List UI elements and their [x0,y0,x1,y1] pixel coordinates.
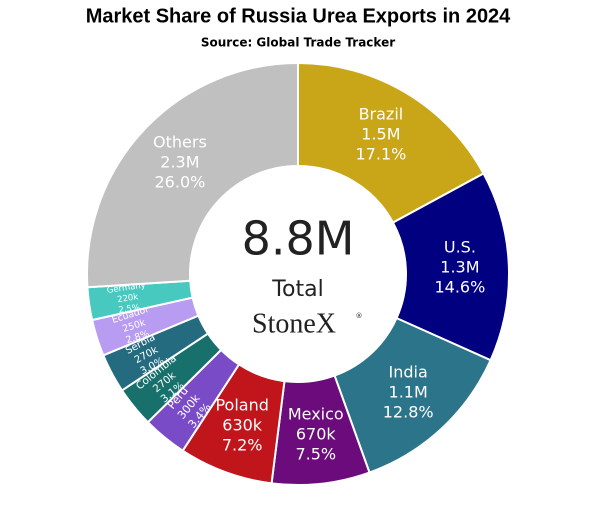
volume-label: 1.3M [440,257,479,276]
volume-label: 1.5M [361,124,400,143]
category-label: Mexico [288,405,344,424]
category-label: Brazil [359,104,404,123]
category-label: Others [153,133,207,152]
value-label: 2.5% [118,303,141,316]
center-value: 8.8M [242,212,355,266]
volume-label: 2.3M [160,153,199,172]
value-label: 7.2% [222,436,263,455]
value-label: 14.6% [434,277,485,296]
category-label: Poland [215,396,268,415]
volume-label: 630k [222,416,263,435]
value-label: 17.1% [355,144,406,163]
value-label: 26.0% [154,173,205,192]
slice [297,61,485,224]
category-label: U.S. [444,237,476,256]
volume-label: 670k [296,425,337,444]
category-label: India [389,362,428,381]
brand: StoneX [252,308,336,339]
center-label: Total [271,277,323,302]
brand-mark: ® [356,312,363,320]
value-label: 7.5% [295,445,336,464]
chart-subtitle: Source: Global Trade Tracker [201,36,395,50]
slice [86,61,299,289]
chart-title: Market Share of Russia Urea Exports in 2… [86,5,511,27]
value-label: 12.8% [383,402,434,421]
volume-label: 1.1M [389,382,428,401]
volume-label: 220k [117,292,139,305]
